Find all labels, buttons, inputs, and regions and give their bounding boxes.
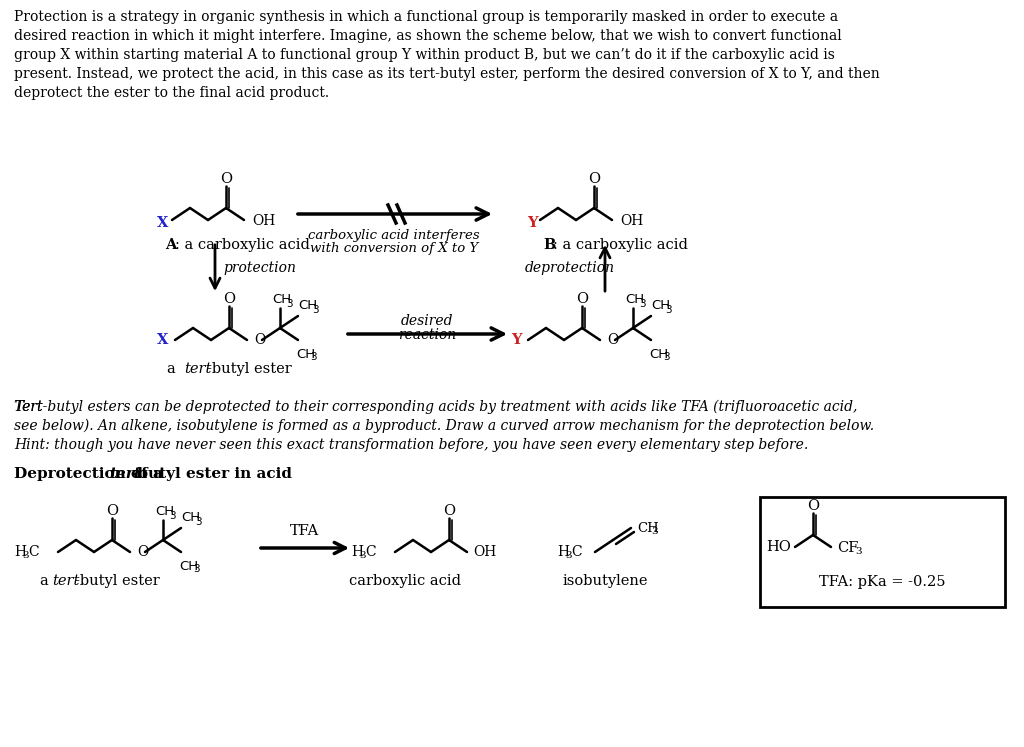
- Text: reaction: reaction: [398, 328, 456, 342]
- Text: Hint: though you have never seen this exact transformation before, you have seen: Hint: though you have never seen this ex…: [14, 438, 808, 452]
- Text: Protection is a strategy in organic synthesis in which a functional group is tem: Protection is a strategy in organic synt…: [14, 10, 838, 24]
- Text: 3: 3: [169, 511, 176, 521]
- Text: deprotect the ester to the final acid product.: deprotect the ester to the final acid pr…: [14, 86, 329, 100]
- Text: CH: CH: [651, 299, 670, 312]
- Text: : a carboxylic acid: : a carboxylic acid: [175, 238, 310, 252]
- Text: Tert-butyl esters can be deprotected to their corresponding acids by treatment w: Tert-butyl esters can be deprotected to …: [14, 400, 857, 415]
- Text: 3: 3: [195, 517, 202, 527]
- Text: O: O: [137, 545, 148, 559]
- Text: CH: CH: [625, 293, 644, 306]
- Text: X: X: [158, 333, 169, 347]
- Text: deprotection: deprotection: [525, 261, 615, 275]
- Text: A: A: [165, 238, 176, 252]
- Text: TFA: TFA: [291, 524, 319, 538]
- Text: 3: 3: [193, 564, 200, 574]
- Text: H: H: [351, 545, 362, 559]
- Text: group X within starting material A to functional group Y within product B, but w: group X within starting material A to fu…: [14, 48, 835, 62]
- Text: CH: CH: [179, 560, 198, 572]
- Text: Y: Y: [511, 333, 521, 347]
- Text: -butyl ester in acid: -butyl ester in acid: [131, 467, 292, 481]
- Text: O: O: [607, 333, 618, 347]
- Text: O: O: [807, 499, 819, 513]
- Text: HO: HO: [766, 540, 791, 554]
- Text: isobutylene: isobutylene: [562, 574, 648, 588]
- Text: Y: Y: [526, 216, 538, 230]
- Text: a: a: [167, 362, 180, 376]
- Text: O: O: [443, 504, 455, 518]
- Text: carboxylic acid interferes: carboxylic acid interferes: [308, 229, 480, 242]
- Text: CH: CH: [272, 293, 291, 306]
- Text: desired reaction in which it might interfere. Imagine, as shown the scheme below: desired reaction in which it might inter…: [14, 29, 842, 43]
- Text: 3: 3: [639, 299, 645, 309]
- Text: O: O: [105, 504, 118, 518]
- Text: O: O: [588, 172, 600, 186]
- Text: 3: 3: [665, 305, 672, 315]
- Text: C: C: [571, 545, 582, 559]
- Text: 3: 3: [286, 299, 293, 309]
- Text: C: C: [28, 545, 39, 559]
- Text: H: H: [14, 545, 26, 559]
- Text: O: O: [254, 333, 265, 347]
- Text: -butyl ester: -butyl ester: [207, 362, 292, 376]
- Text: CH: CH: [649, 347, 668, 361]
- Text: 3: 3: [565, 551, 571, 560]
- Text: 3: 3: [663, 352, 670, 362]
- Text: desired: desired: [400, 314, 454, 328]
- Text: tert: tert: [52, 574, 80, 588]
- Text: CH: CH: [296, 347, 315, 361]
- Text: tert: tert: [109, 467, 140, 481]
- Text: present. Instead, we protect the acid, in this case as its tert-butyl ester, per: present. Instead, we protect the acid, i…: [14, 67, 880, 81]
- Text: Tert: Tert: [14, 400, 43, 414]
- Text: O: O: [220, 172, 232, 186]
- Text: CH: CH: [298, 299, 317, 312]
- Text: B: B: [543, 238, 555, 252]
- Text: carboxylic acid: carboxylic acid: [349, 574, 461, 588]
- Text: 3: 3: [359, 551, 366, 560]
- Text: CF: CF: [837, 541, 858, 555]
- Text: CH: CH: [637, 521, 658, 535]
- Text: 3: 3: [651, 527, 657, 536]
- Text: X: X: [158, 216, 169, 230]
- Text: : a carboxylic acid: : a carboxylic acid: [553, 238, 688, 252]
- Text: 3: 3: [22, 551, 29, 560]
- Text: OH: OH: [620, 214, 643, 228]
- Text: tert: tert: [184, 362, 211, 376]
- Bar: [760, 497, 1005, 607]
- Text: OH: OH: [473, 545, 497, 559]
- Text: -butyl ester: -butyl ester: [75, 574, 160, 588]
- Text: with conversion of X to Y: with conversion of X to Y: [310, 242, 478, 255]
- Text: a: a: [40, 574, 53, 588]
- Text: 3: 3: [310, 352, 316, 362]
- Text: H: H: [557, 545, 569, 559]
- Text: CH: CH: [155, 505, 174, 518]
- Text: O: O: [575, 292, 588, 306]
- Text: O: O: [223, 292, 236, 306]
- Text: see below). An alkene, isobutylene is formed as a byproduct. Draw a curved arrow: see below). An alkene, isobutylene is fo…: [14, 419, 874, 433]
- Text: 3: 3: [312, 305, 318, 315]
- Text: 3: 3: [855, 548, 861, 557]
- Text: protection: protection: [223, 261, 296, 275]
- Text: C: C: [365, 545, 376, 559]
- Text: CH: CH: [181, 511, 200, 524]
- Text: OH: OH: [252, 214, 275, 228]
- Text: TFA: pKa = -0.25: TFA: pKa = -0.25: [819, 575, 945, 589]
- Text: Deprotection of a: Deprotection of a: [14, 467, 168, 481]
